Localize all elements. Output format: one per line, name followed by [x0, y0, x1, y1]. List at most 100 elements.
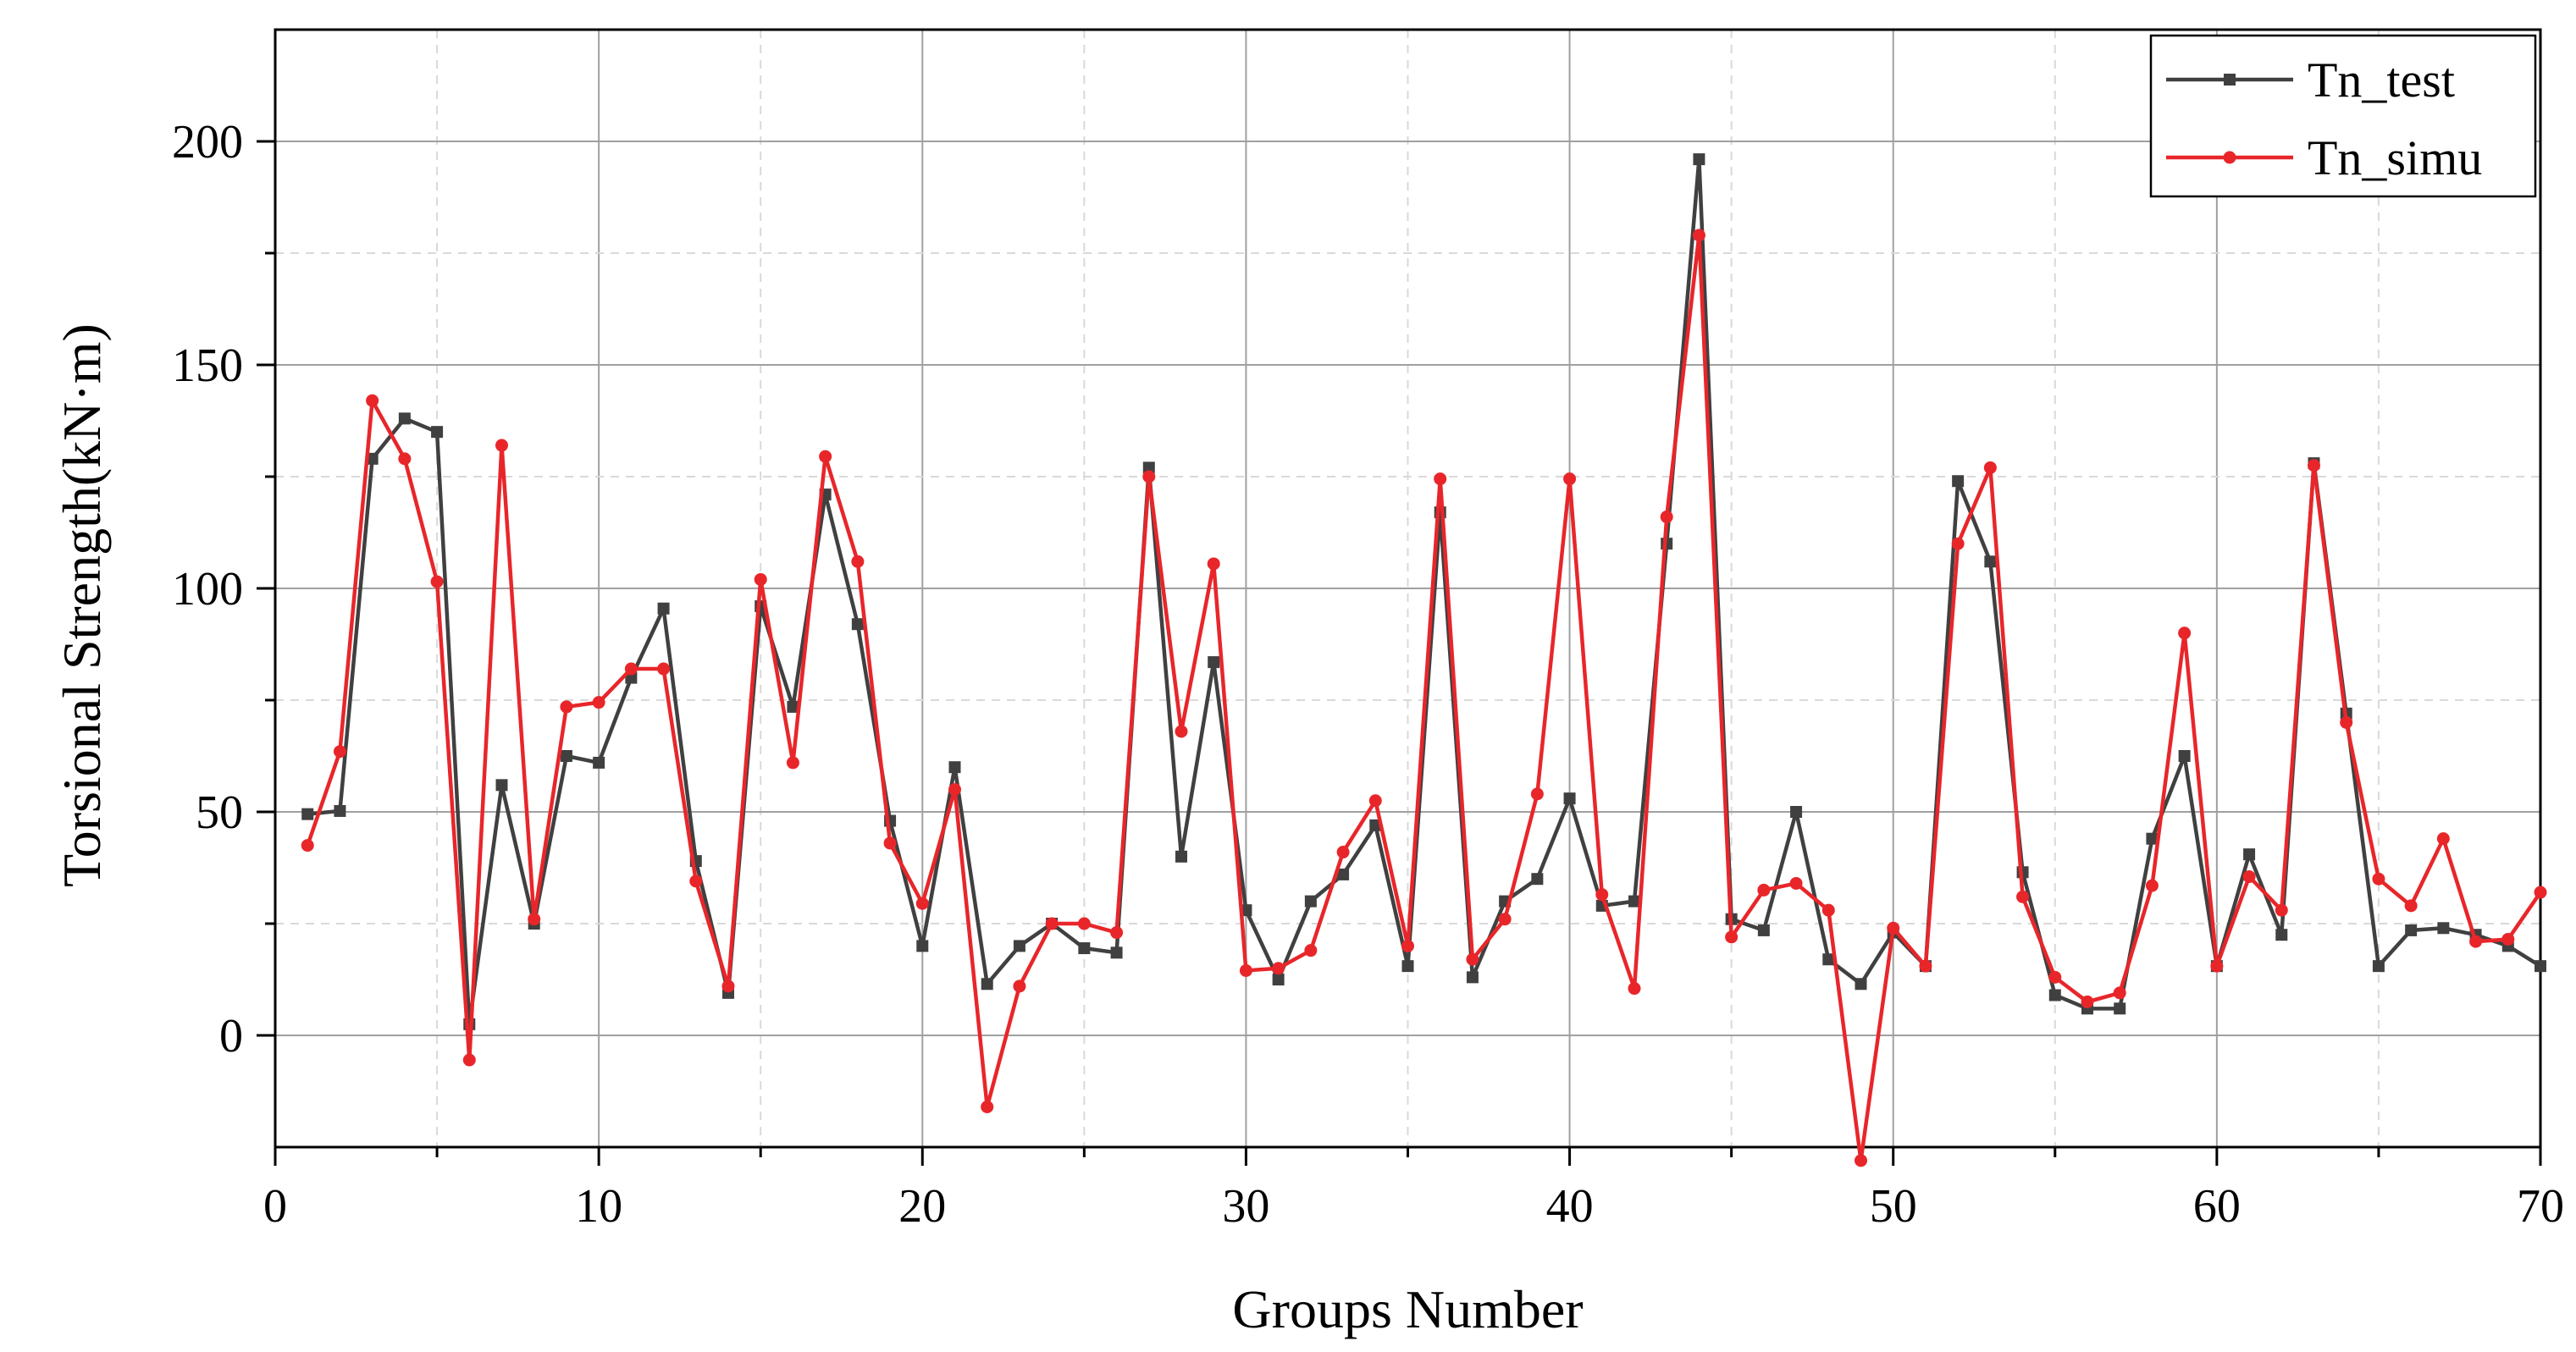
data-point-Tn_test	[625, 671, 638, 684]
data-point-Tn_simu	[1077, 917, 1091, 930]
data-point-Tn_simu	[1530, 787, 1544, 801]
data-point-Tn_test	[657, 602, 670, 615]
data-point-Tn_simu	[2308, 459, 2320, 472]
data-point-Tn_simu	[1563, 472, 1577, 486]
data-point-Tn_test	[2372, 960, 2385, 973]
legend-label: Tn_test	[2308, 52, 2455, 108]
data-point-Tn_test	[1013, 940, 1025, 952]
data-point-Tn_simu	[689, 875, 703, 888]
data-point-Tn_simu	[1207, 557, 1220, 571]
legend-marker	[2224, 74, 2236, 86]
data-point-Tn_test	[1531, 873, 1544, 886]
data-point-Tn_simu	[819, 450, 832, 463]
legend-item: Tn_simu	[2166, 130, 2482, 185]
data-point-Tn_test	[2437, 922, 2450, 935]
data-point-Tn_simu	[2210, 959, 2224, 973]
data-point-Tn_simu	[2048, 970, 2062, 984]
data-point-Tn_simu	[1110, 926, 1124, 940]
data-point-Tn_simu	[462, 1053, 476, 1067]
series-line-Tn_test	[307, 157, 2542, 1027]
data-point-Tn_test	[2243, 848, 2256, 861]
data-point-Tn_simu	[1498, 913, 1512, 926]
data-point-Tn_simu	[2469, 935, 2483, 948]
data-point-Tn_simu	[721, 980, 735, 993]
x-tick-label: 0	[263, 1180, 287, 1233]
data-point-Tn_simu	[1239, 963, 1252, 977]
legend: Tn_test Tn_simu	[2149, 34, 2537, 198]
data-point-Tn_simu	[1789, 876, 1803, 890]
data-point-Tn_simu	[2436, 832, 2450, 846]
data-point-Tn_simu	[592, 696, 605, 709]
data-point-Tn_test	[2178, 750, 2191, 762]
data-point-Tn_simu	[333, 745, 346, 759]
data-point-Tn_simu	[1919, 959, 1932, 973]
data-point-Tn_test	[1466, 971, 1479, 984]
data-point-Tn_test	[334, 804, 346, 817]
data-point-Tn_simu	[754, 572, 767, 586]
data-point-Tn_test	[916, 940, 929, 952]
y-tick-label: 200	[172, 116, 243, 168]
data-point-Tn_simu	[1045, 917, 1059, 930]
data-point-Tn_test	[948, 761, 961, 774]
data-point-Tn_test	[366, 452, 379, 465]
data-point-Tn_simu	[1401, 939, 1414, 952]
data-point-Tn_simu	[1692, 229, 1705, 242]
data-point-Tn_simu	[1013, 980, 1026, 993]
data-point-Tn_simu	[1434, 472, 1447, 486]
data-point-Tn_simu	[2113, 986, 2126, 1000]
data-point-Tn_test	[1272, 974, 1285, 985]
series-Tn_simu	[301, 229, 2547, 1167]
data-point-Tn_simu	[2145, 879, 2159, 892]
x-tick-label: 20	[898, 1180, 946, 1233]
data-point-Tn_simu	[1855, 1154, 1867, 1167]
x-tick-label: 40	[1546, 1180, 1594, 1233]
data-point-Tn_simu	[1272, 962, 1285, 975]
series-layer	[301, 153, 2547, 1167]
data-point-Tn_test	[1693, 153, 1705, 166]
data-point-Tn_test	[1952, 475, 1965, 488]
data-point-Tn_test	[593, 756, 605, 769]
data-point-Tn_simu	[1887, 921, 1900, 935]
data-point-Tn_simu	[915, 897, 929, 910]
data-point-Tn_test	[2146, 832, 2159, 845]
data-point-Tn_simu	[786, 756, 799, 770]
data-point-Tn_simu	[366, 394, 379, 407]
data-point-Tn_test	[2535, 960, 2546, 973]
data-point-Tn_simu	[2534, 886, 2547, 899]
data-point-Tn_test	[1822, 953, 1835, 966]
data-point-Tn_simu	[981, 1100, 994, 1113]
data-point-Tn_simu	[301, 839, 314, 853]
data-point-Tn_simu	[2340, 715, 2353, 729]
series-line-Tn_simu	[306, 233, 2542, 1163]
data-point-Tn_simu	[430, 575, 444, 588]
legend-label: Tn_simu	[2308, 130, 2482, 185]
x-tick-label: 70	[2517, 1180, 2564, 1233]
data-point-Tn_test	[787, 700, 799, 713]
axes: 0 10 20 30 40 50 60 70 0 50 100 150 200	[172, 116, 2564, 1233]
data-point-Tn_test	[851, 618, 864, 631]
data-point-Tn_test	[1304, 895, 1317, 908]
data-point-Tn_simu	[2501, 932, 2515, 946]
data-point-Tn_test	[495, 779, 508, 792]
data-point-Tn_simu	[1368, 794, 1382, 808]
data-point-Tn_test	[1563, 792, 1576, 805]
data-point-Tn_simu	[398, 452, 412, 466]
data-point-Tn_simu	[1175, 725, 1188, 738]
data-point-Tn_test	[1628, 895, 1640, 908]
data-point-Tn_simu	[1660, 510, 1673, 524]
y-tick-label: 100	[172, 563, 243, 615]
legend-marker	[2223, 151, 2236, 164]
data-point-Tn_simu	[1725, 930, 1739, 944]
x-axis-title: Groups Number	[1232, 1279, 1583, 1339]
x-tick-label: 60	[2193, 1180, 2241, 1233]
data-point-Tn_test	[1142, 461, 1155, 474]
data-point-Tn_test	[2275, 929, 2288, 941]
data-point-Tn_simu	[1142, 470, 1156, 483]
data-point-Tn_simu	[2242, 870, 2256, 884]
data-point-Tn_simu	[1951, 537, 1965, 550]
data-point-Tn_test	[431, 426, 444, 439]
data-point-Tn_test	[1208, 656, 1220, 669]
data-point-Tn_simu	[2178, 626, 2192, 640]
y-tick-label: 150	[172, 339, 243, 392]
